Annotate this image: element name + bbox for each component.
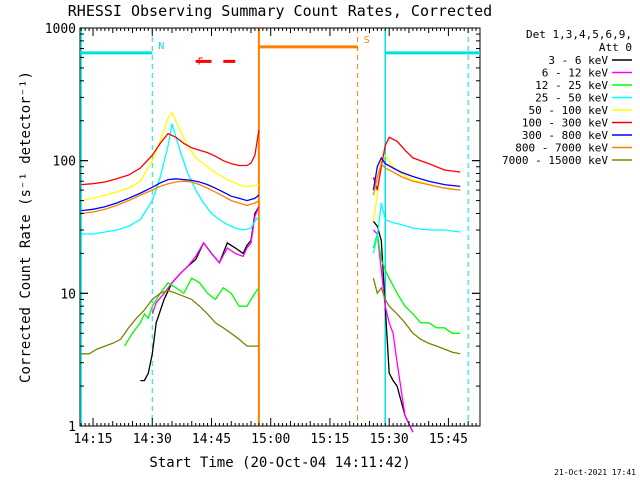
series-line-7-0 [81, 180, 260, 215]
y-tick-label: 1000 [45, 22, 76, 37]
flare-flag-label: F [197, 56, 203, 67]
legend-header-1: Det 1,3,4,5,6,9, [526, 28, 632, 41]
legend-label: 25 - 50 keV [535, 92, 608, 105]
series-line-2-1 [372, 233, 461, 334]
series-line-2-0 [124, 277, 260, 347]
y-axis-label: Corrected Count Rate (s⁻¹ detector⁻¹) [18, 71, 34, 383]
x-tick-label: 15:30 [370, 432, 409, 447]
legend-header-2: Att 0 [599, 41, 632, 54]
x-tick-label: 15:15 [310, 432, 349, 447]
footer-timestamp: 21-Oct-2021 17:41 [554, 468, 636, 477]
series-line-3-1 [372, 202, 461, 254]
legend-label: 300 - 800 keV [522, 129, 608, 142]
series-line-6-0 [81, 178, 260, 212]
y-tick-label: 100 [53, 155, 76, 170]
legend-label: 12 - 25 keV [535, 79, 608, 92]
series-line-7-1 [372, 162, 461, 196]
y-tick-label: 1 [68, 420, 76, 435]
x-tick-label: 14:15 [73, 432, 112, 447]
series-lines [81, 111, 461, 433]
series-line-5-0 [81, 129, 260, 186]
legend-label: 3 - 6 keV [548, 54, 608, 67]
series-line-4-0 [81, 111, 260, 202]
series-line-0-1 [372, 220, 414, 433]
x-axis-label: Start Time (20-Oct-04 14:11:42) [149, 455, 410, 471]
x-tick-label: 14:30 [133, 432, 172, 447]
series-line-1-1 [372, 229, 414, 433]
instrument-flags: N S F [80, 28, 480, 426]
series-line-0-0 [140, 206, 260, 382]
legend-label: 800 - 7000 keV [515, 142, 608, 155]
series-line-5-1 [372, 136, 461, 191]
legend-label: 7000 - 15000 keV [502, 154, 608, 167]
x-tick-label: 14:45 [192, 432, 231, 447]
legend-label: 6 - 12 keV [542, 67, 609, 80]
series-line-8-0 [81, 289, 259, 355]
legend-label: 50 - 100 keV [529, 104, 609, 117]
y-tick-label: 10 [60, 287, 76, 302]
series-line-8-1 [372, 278, 461, 355]
series-line-6-1 [372, 156, 461, 191]
legend-label: 100 - 300 keV [522, 117, 608, 130]
x-tick-label: 15:00 [251, 432, 290, 447]
night-flag-label: N [158, 41, 164, 52]
x-axis: 14:15 14:30 14:45 15:00 15:15 15:30 15:45 [73, 28, 481, 447]
x-tick-label: 15:45 [429, 432, 468, 447]
y-axis: 1 10 100 1000 [45, 22, 480, 435]
plot-frame [79, 27, 481, 427]
series-line-1-0 [151, 206, 260, 315]
chart-title: RHESSI Observing Summary Count Rates, Co… [68, 2, 492, 20]
saa-flag-label: S [364, 35, 370, 46]
series-line-3-0 [81, 123, 260, 235]
